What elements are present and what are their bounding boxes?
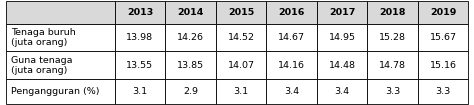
Bar bbox=[266, 51, 317, 79]
Bar bbox=[367, 24, 418, 51]
Text: 14.78: 14.78 bbox=[379, 61, 406, 70]
Bar bbox=[216, 24, 266, 51]
Bar bbox=[367, 1, 418, 24]
Text: Tenaga buruh
(juta orang): Tenaga buruh (juta orang) bbox=[11, 28, 76, 47]
Text: 2016: 2016 bbox=[278, 8, 305, 17]
Bar bbox=[165, 24, 216, 51]
Bar bbox=[6, 79, 115, 104]
Bar bbox=[367, 79, 418, 104]
Bar bbox=[317, 1, 367, 24]
Text: 13.85: 13.85 bbox=[177, 61, 204, 70]
Bar bbox=[418, 1, 468, 24]
Bar bbox=[317, 24, 367, 51]
Bar bbox=[115, 79, 165, 104]
Text: 14.07: 14.07 bbox=[228, 61, 255, 70]
Bar bbox=[266, 79, 317, 104]
Bar bbox=[418, 24, 468, 51]
Bar bbox=[115, 1, 165, 24]
Text: 13.98: 13.98 bbox=[127, 33, 154, 42]
Text: 14.16: 14.16 bbox=[278, 61, 305, 70]
Bar bbox=[317, 51, 367, 79]
Text: 2015: 2015 bbox=[228, 8, 254, 17]
Text: 3.4: 3.4 bbox=[284, 87, 299, 96]
Bar bbox=[6, 1, 115, 24]
Text: Pengangguran (%): Pengangguran (%) bbox=[11, 87, 100, 96]
Text: 14.48: 14.48 bbox=[328, 61, 356, 70]
Text: 14.95: 14.95 bbox=[328, 33, 356, 42]
Bar bbox=[266, 1, 317, 24]
Text: 3.3: 3.3 bbox=[385, 87, 400, 96]
Bar bbox=[115, 51, 165, 79]
Bar bbox=[165, 1, 216, 24]
Text: 15.16: 15.16 bbox=[429, 61, 456, 70]
Bar bbox=[216, 1, 266, 24]
Text: 2019: 2019 bbox=[430, 8, 456, 17]
Text: 14.67: 14.67 bbox=[278, 33, 305, 42]
Text: 3.1: 3.1 bbox=[233, 87, 248, 96]
Text: Guna tenaga
(juta orang): Guna tenaga (juta orang) bbox=[11, 56, 73, 75]
Bar bbox=[418, 51, 468, 79]
Bar bbox=[266, 24, 317, 51]
Text: 13.55: 13.55 bbox=[127, 61, 154, 70]
Bar bbox=[317, 79, 367, 104]
Text: 3.1: 3.1 bbox=[132, 87, 147, 96]
Bar bbox=[6, 24, 115, 51]
Bar bbox=[418, 79, 468, 104]
Text: 14.26: 14.26 bbox=[177, 33, 204, 42]
Text: 2018: 2018 bbox=[379, 8, 406, 17]
Text: 2.9: 2.9 bbox=[183, 87, 198, 96]
Bar bbox=[165, 79, 216, 104]
Bar bbox=[115, 24, 165, 51]
Bar bbox=[6, 51, 115, 79]
Text: 2013: 2013 bbox=[127, 8, 153, 17]
Text: 3.4: 3.4 bbox=[335, 87, 349, 96]
Text: 14.52: 14.52 bbox=[228, 33, 255, 42]
Text: 2017: 2017 bbox=[329, 8, 355, 17]
Bar bbox=[216, 51, 266, 79]
Text: 2014: 2014 bbox=[177, 8, 204, 17]
Bar bbox=[165, 51, 216, 79]
Text: 15.28: 15.28 bbox=[379, 33, 406, 42]
Text: 3.3: 3.3 bbox=[436, 87, 451, 96]
Bar bbox=[367, 51, 418, 79]
Text: 15.67: 15.67 bbox=[429, 33, 456, 42]
Bar bbox=[216, 79, 266, 104]
